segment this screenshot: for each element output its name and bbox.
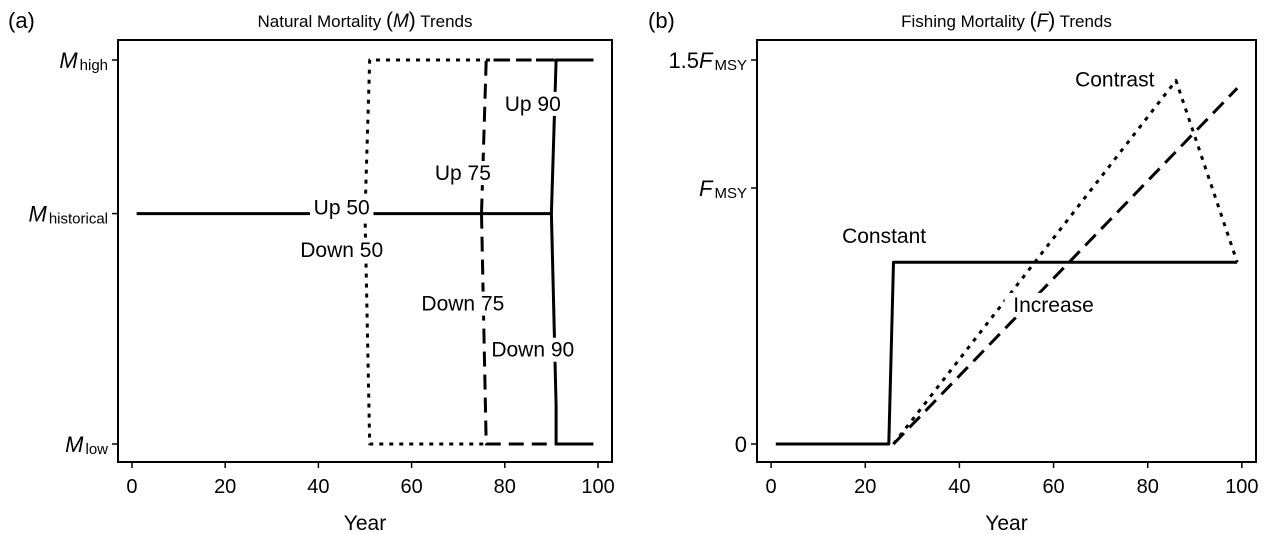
annotation-label: Up 90 (505, 93, 561, 116)
panel-letter: (b) (648, 8, 675, 33)
panel-letter: (a) (8, 8, 35, 33)
series-line-dashed-5 (480, 213, 594, 446)
annotation-label: Down 90 (491, 339, 574, 362)
annotation-label: Down 50 (300, 239, 383, 262)
x-tick-label: 20 (214, 476, 236, 498)
annotation-bg (835, 223, 934, 248)
x-tick-label: 20 (854, 476, 876, 498)
chart-title: Natural Mortality (M) Trends (257, 9, 472, 32)
series-line-increase (892, 87, 1239, 446)
x-tick-label: 80 (494, 476, 516, 498)
x-tick-label: 40 (307, 476, 329, 498)
series-line-dotted-2 (363, 58, 594, 214)
annotation-bg (1065, 67, 1164, 92)
annotation-label: Down 75 (421, 293, 504, 316)
annotation-label: Up 75 (435, 162, 491, 185)
annotation-label: Contrast (1075, 69, 1155, 92)
x-tick-label: 0 (766, 476, 777, 498)
y-tick-label: 0 (735, 432, 747, 457)
annotation-bg (489, 337, 577, 362)
panel-a: (a) Natural Mortality (M) Trends 0 20 40 60 80… (8, 8, 615, 535)
annotation-bg (431, 161, 495, 186)
x-tick-label: 80 (1137, 476, 1159, 498)
x-axis-title: Year (344, 512, 386, 535)
series-line-constant (775, 260, 1238, 446)
annotation-label: Increase (1013, 294, 1094, 317)
annotation-label: Constant (842, 225, 926, 248)
annotation-label: Up 50 (314, 197, 370, 220)
x-tick-label: 40 (948, 476, 970, 498)
x-tick-label: 60 (400, 476, 422, 498)
x-tick-label: 100 (581, 476, 614, 498)
series-line-solid-1 (549, 213, 594, 446)
y-tick-label: F MSY (699, 176, 747, 202)
plot-frame (756, 39, 1257, 463)
panel-b: (b) Fishing Mortality (F) Trends 0 20 40 60 80… (648, 8, 1259, 535)
y-tick-label: 1.5F MSY (668, 48, 747, 74)
x-axis-title: Year (985, 512, 1027, 535)
annotation-bg (501, 91, 565, 116)
x-tick-label: 100 (1225, 476, 1258, 498)
annotation-bg (309, 195, 374, 220)
annotation-bg (1004, 292, 1103, 317)
annotation-bg (419, 291, 507, 316)
series-line-dashed-4 (480, 58, 594, 214)
annotation-bg (298, 237, 385, 262)
plot-frame (117, 39, 613, 463)
series-line-contrast (892, 79, 1239, 445)
series-line-dotted-3 (363, 213, 487, 446)
x-tick-label: 0 (126, 476, 137, 498)
x-tick-label: 60 (1042, 476, 1064, 498)
chart-title: Fishing Mortality (F) Trends (901, 9, 1112, 32)
